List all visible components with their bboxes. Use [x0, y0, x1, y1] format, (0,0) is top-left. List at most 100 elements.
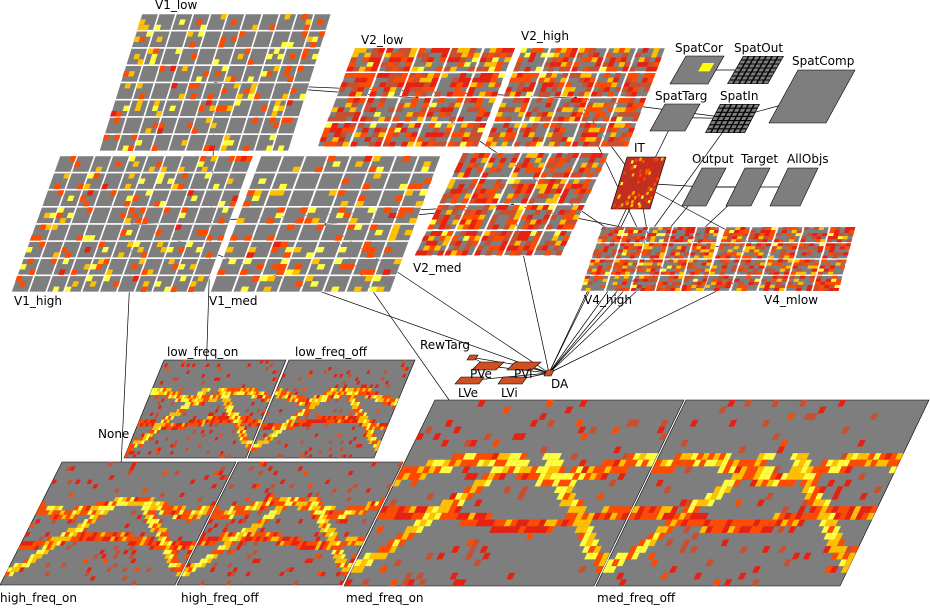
unit-activation [352, 82, 361, 88]
pixel-activation [141, 419, 146, 423]
unit-activation [535, 193, 544, 199]
unit-activation [594, 167, 603, 173]
unit-activation [600, 284, 606, 288]
unit-activation [410, 132, 419, 138]
unit-activation [696, 243, 703, 247]
pixel-activation [175, 409, 181, 413]
unit-activation [680, 265, 686, 269]
unit-activation [497, 73, 506, 78]
unit-activation [231, 195, 239, 201]
pixel-activation [181, 360, 187, 364]
unit-activation [610, 271, 617, 275]
unit-activation [486, 137, 494, 142]
unit-activation [577, 167, 586, 173]
unit-activation [275, 190, 286, 196]
unit-group [772, 64, 779, 68]
pixel-activation [185, 405, 190, 409]
unit-activation [523, 219, 532, 225]
unit-group [739, 108, 746, 112]
unit-activation [288, 53, 296, 60]
unit-activation [611, 141, 619, 147]
unit-activation [377, 102, 385, 108]
unit-activation [394, 73, 403, 78]
unit-activation [512, 153, 521, 158]
unit-activation [838, 233, 844, 237]
unit-activation [704, 268, 710, 272]
unit-activation [517, 112, 525, 117]
unit-activation [160, 166, 168, 173]
unit-activation [615, 284, 622, 288]
unit-activation [554, 240, 563, 246]
unit-activation [638, 180, 643, 184]
unit-activation [507, 48, 516, 53]
unit-activation [233, 83, 241, 89]
unit-activation [640, 174, 645, 178]
unit-activation [484, 141, 492, 147]
unit-activation [543, 62, 552, 67]
unit-activation [508, 224, 517, 230]
unit-activation [303, 24, 311, 31]
pixel-activation [228, 388, 233, 392]
unit-activation [145, 31, 153, 37]
unit-activation [528, 82, 537, 88]
unit-activation [568, 116, 576, 122]
layer-label: LVi [501, 386, 518, 400]
unit-activation [655, 265, 662, 269]
unit-activation [649, 187, 653, 191]
unit-activation [348, 91, 357, 97]
unit-activation [602, 278, 608, 282]
unit-activation [179, 275, 187, 282]
unit-activation [512, 205, 520, 210]
pixel-activation [191, 363, 196, 367]
unit-activation [808, 243, 815, 247]
unit-activation [562, 102, 571, 108]
unit-activation [544, 102, 553, 108]
unit-activation [709, 249, 715, 253]
unit-activation [617, 112, 625, 117]
unit-activation [329, 141, 338, 147]
unit-activation [650, 52, 659, 58]
pixel-activation [187, 402, 192, 406]
unit-activation [617, 249, 624, 253]
unit-activation [806, 252, 813, 256]
unit-activation [824, 284, 830, 288]
unit-activation [63, 173, 71, 179]
unit-activation [677, 259, 683, 263]
unit-activation [581, 116, 589, 122]
unit-activation [543, 240, 552, 246]
unit-activation [820, 259, 827, 263]
unit-activation [95, 264, 103, 270]
unit-activation [762, 239, 768, 243]
unit-activation [711, 278, 718, 282]
unit-activation [671, 265, 677, 269]
unit-activation [702, 278, 708, 282]
unit-activation [440, 231, 449, 236]
unit-activation [498, 209, 507, 215]
unit-activation [829, 230, 835, 234]
unit-activation [839, 265, 846, 269]
unit-activation [466, 107, 475, 113]
unit-activation [647, 199, 651, 204]
pixel-activation [161, 416, 167, 420]
unit-activation [296, 65, 305, 72]
unit-activation [613, 262, 620, 266]
pixel-activation [205, 363, 210, 367]
unit-group [740, 68, 747, 72]
unit-activation [400, 73, 409, 78]
unit-activation [616, 268, 622, 272]
unit-activation [553, 231, 562, 236]
unit-activation [546, 98, 554, 103]
unit-activation [450, 209, 459, 215]
unit-activation [132, 195, 140, 201]
unit-activation [395, 123, 404, 128]
unit-activation [169, 65, 177, 72]
unit-activation [197, 31, 205, 37]
unit-activation [383, 246, 393, 253]
unit-activation [768, 233, 775, 237]
unit-activation [52, 252, 60, 258]
unit-activation [585, 162, 594, 168]
unit-activation [352, 98, 361, 103]
unit-activation [620, 181, 624, 186]
unit-activation [643, 243, 650, 247]
